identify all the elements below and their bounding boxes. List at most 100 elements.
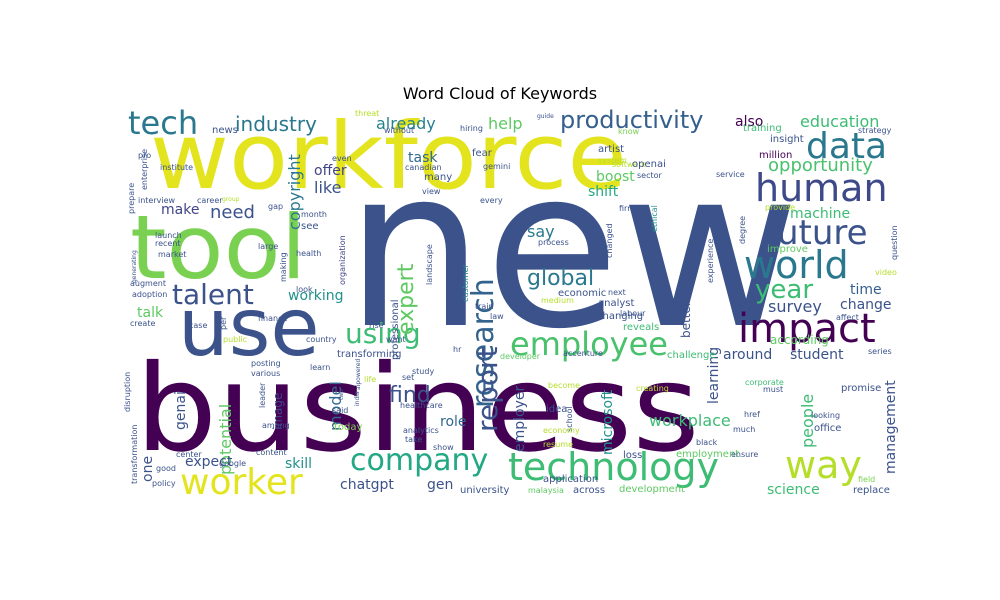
word-center: center	[176, 450, 202, 459]
word-changing: changing	[597, 311, 643, 322]
word-pro: pro	[138, 151, 151, 160]
word-rise: rise	[369, 321, 384, 330]
word-career: career	[197, 196, 223, 205]
word-human: human	[755, 166, 888, 210]
word-say: say	[527, 222, 555, 241]
word-train: train	[475, 302, 494, 311]
word-degree: degree	[738, 216, 747, 244]
word-change: change	[840, 297, 892, 313]
word-economic: economic	[558, 288, 606, 299]
word-question: question	[890, 225, 899, 260]
word-medium: medium	[541, 296, 574, 305]
word-data: data	[806, 126, 887, 167]
word-href: href	[744, 410, 760, 419]
word-global: global	[527, 266, 594, 291]
word-way: way	[785, 443, 862, 487]
word-many: many	[424, 172, 452, 183]
word-adoption: adoption	[132, 290, 167, 299]
word-institute: institute	[160, 163, 193, 172]
word-want: want	[386, 335, 406, 344]
word-like: like	[314, 178, 341, 197]
word-process: process	[538, 238, 569, 247]
word-working: working	[288, 288, 344, 304]
word-content: content	[256, 448, 287, 457]
word-system: system	[598, 156, 627, 165]
word-education: education	[800, 112, 879, 131]
word-improve: improve	[767, 244, 808, 255]
word-tool: tool	[130, 197, 307, 299]
word-generating: generating	[131, 250, 138, 283]
word-public: public	[223, 335, 247, 344]
word-aipowered: aipowered	[355, 359, 362, 390]
word-transforming: transforming	[337, 349, 402, 360]
word-organization: organization	[338, 235, 347, 285]
word-policy: policy	[152, 479, 176, 488]
word-leader: leader	[258, 382, 267, 408]
word-per: per	[219, 316, 228, 330]
word-employee: employee	[510, 325, 668, 363]
word-time: time	[850, 282, 882, 298]
word-developer: developer	[500, 352, 541, 361]
word-company: company	[350, 443, 488, 478]
word-science: science	[767, 482, 820, 498]
word-group: group	[222, 196, 240, 203]
word-looking: looking	[811, 411, 840, 420]
word-good: good	[156, 464, 176, 473]
word-month: month	[301, 210, 327, 219]
word-training: training	[743, 123, 782, 134]
word-take: take	[405, 435, 422, 444]
word-productivity: productivity	[560, 106, 703, 134]
word-economy: economy	[543, 426, 580, 435]
word-finance: finance	[258, 314, 287, 323]
word-view: view	[422, 187, 441, 196]
word-talk: talk	[137, 305, 164, 321]
word-student: student	[790, 347, 844, 363]
word-insight: insight	[770, 134, 804, 145]
word-employer: employer	[512, 386, 528, 452]
word-accenture: accenture	[563, 349, 603, 358]
word-survey: survey	[768, 297, 822, 316]
word-use: use	[178, 281, 320, 374]
word-today: today	[334, 422, 363, 433]
word-augment: augment	[130, 279, 166, 288]
word-prepare: prepare	[127, 183, 136, 214]
word-impact: impact	[738, 306, 876, 352]
word-chatgpt: chatgpt	[340, 477, 394, 493]
word-development: development	[619, 484, 685, 495]
word-office: office	[814, 423, 841, 434]
word-said: said	[332, 406, 348, 415]
word-service: service	[716, 170, 745, 179]
word-loss: loss	[623, 450, 642, 461]
word-life: life	[364, 375, 376, 384]
word-challenge: challenge	[667, 350, 716, 361]
word-research: research	[466, 278, 501, 408]
word-shift: shift	[588, 184, 619, 200]
word-boost: boost	[596, 169, 635, 185]
word-become: become	[548, 381, 580, 390]
word-study: study	[412, 367, 434, 376]
word-application: application	[543, 474, 598, 485]
word-million: million	[759, 150, 792, 161]
word-microsoft: microsoft	[600, 389, 616, 455]
word-black: black	[696, 438, 718, 447]
word-help: help	[488, 114, 523, 133]
word-need: need	[210, 202, 255, 223]
word-new: new	[345, 121, 800, 377]
word-various: various	[251, 369, 280, 378]
word-software: software	[612, 160, 646, 169]
word-find: find	[389, 383, 431, 408]
word-potential: potential	[216, 404, 235, 475]
word-hiring: hiring	[460, 124, 483, 133]
word-experience: experience	[706, 239, 715, 283]
word-recent: recent	[155, 239, 181, 248]
word-workforce: workforce	[150, 103, 627, 210]
word-series: series	[868, 347, 892, 356]
word-every: every	[480, 196, 503, 205]
word-analyst: analyst	[598, 298, 635, 309]
word-launch: launch	[155, 231, 182, 240]
word-health: health	[296, 249, 321, 258]
word-must: must	[763, 385, 783, 394]
word-people: people	[798, 394, 817, 448]
word-learn: learn	[310, 363, 330, 372]
word-skill: skill	[285, 456, 312, 472]
